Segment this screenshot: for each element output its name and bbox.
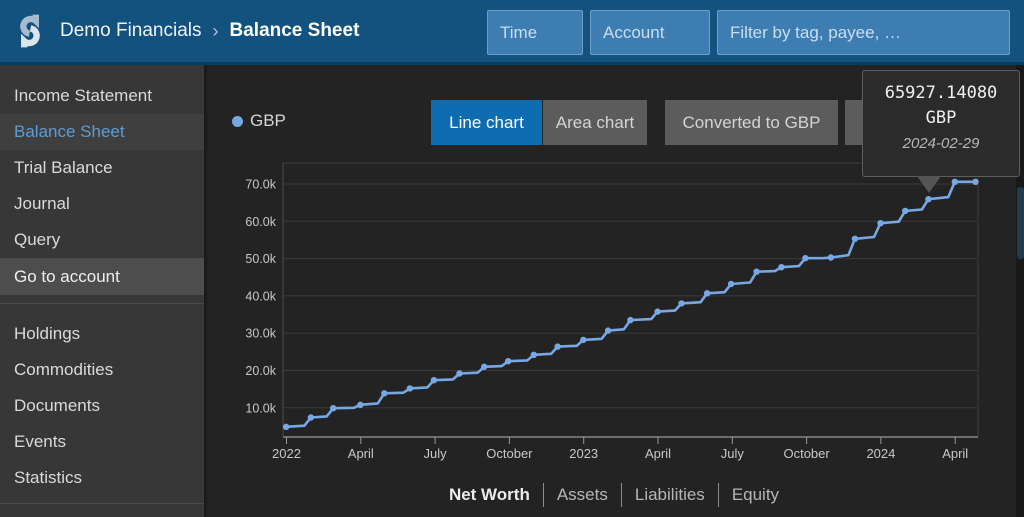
data-point[interactable] [456,370,463,377]
data-point[interactable] [851,235,859,242]
line-chart-button[interactable]: Line chart [431,100,542,145]
data-point[interactable] [703,290,711,297]
data-point[interactable] [481,363,488,370]
sidebar-item-documents[interactable]: Documents [14,396,100,415]
data-point[interactable] [627,316,634,324]
sidebar-item-events[interactable]: Events [14,432,66,451]
data-point[interactable] [827,254,835,261]
data-point[interactable] [282,423,290,430]
tag-payee-filter-input[interactable] [717,10,1010,55]
data-point[interactable] [330,405,337,412]
breadcrumb-separator-icon: › [212,20,219,41]
sidebar-actions-group: Go to account [0,259,204,295]
x-axis-label: July [424,446,448,461]
data-point[interactable] [778,264,785,271]
footer-separator [542,483,544,507]
sidebar-item-trial-balance[interactable]: Trial Balance [14,158,113,177]
window-edge-artifact [1017,187,1024,259]
chart-switcher-links: Net Worth Assets Liabilities Equity [204,480,1024,510]
sidebar: Income Statement Balance Sheet Trial Balan… [0,65,204,517]
chart-legend: GBP [232,111,286,131]
data-point[interactable] [972,178,979,185]
x-axis-label: October [486,446,533,461]
sidebar-item-balance-sheet[interactable]: Balance Sheet [0,114,204,150]
chart-tooltip: 65927.14080 GBP 2024-02-29 [862,70,1020,193]
data-point[interactable] [925,196,932,203]
data-point[interactable] [753,268,760,275]
header-bar: Demo Financials › Balance Sheet [0,0,1024,65]
footer-separator [620,483,622,507]
x-axis-label: July [721,446,745,461]
y-axis-label: 50.0k [245,252,276,266]
data-point[interactable] [604,327,612,334]
data-point[interactable] [727,280,735,288]
fava-logo[interactable] [11,12,49,50]
footer-link-liabilities[interactable]: Liabilities [634,485,705,504]
data-point[interactable] [430,377,438,384]
x-axis-label: 2022 [272,446,301,461]
sidebar-item-query[interactable]: Query [14,230,61,249]
y-axis-label: 20.0k [245,364,276,378]
x-axis-label: April [942,446,968,461]
legend-label: GBP [250,111,286,130]
data-point[interactable] [678,300,685,307]
tooltip-pointer-icon [917,176,941,193]
y-axis-label: 60.0k [245,215,276,229]
tooltip-currency: GBP [925,107,957,128]
sidebar-details-group: Holdings Commodities Documents Events Statis… [0,304,204,496]
data-point[interactable] [877,220,884,227]
data-point[interactable] [381,390,388,397]
data-point[interactable] [654,308,661,315]
footer-link-assets[interactable]: Assets [556,485,608,504]
sidebar-item-income-statement[interactable]: Income Statement [14,86,152,105]
sidebar-divider [0,258,204,259]
area-chart-button[interactable]: Area chart [543,100,647,145]
x-axis-label: April [645,446,671,461]
window-edge-strip [1016,65,1024,517]
sidebar-item-statistics[interactable]: Statistics [14,468,83,487]
data-point[interactable] [357,401,364,408]
data-point[interactable] [951,178,958,185]
footer-separator [717,483,719,507]
page-title: Balance Sheet [229,20,360,41]
y-axis-label: 30.0k [245,327,276,341]
footer-link-equity[interactable]: Equity [731,485,780,504]
account-filter-input[interactable] [590,10,710,55]
y-axis-label: 70.0k [245,178,276,192]
sidebar-reports-group: Income Statement Balance Sheet Trial Balan… [0,65,204,258]
y-axis-label: 40.0k [245,289,276,303]
time-filter-input[interactable] [487,10,583,55]
breadcrumb: Demo Financials › Balance Sheet [60,0,359,62]
sidebar-divider [0,503,204,504]
tooltip-value: 65927.14080 [884,83,998,103]
data-point[interactable] [307,414,315,421]
sidebar-item-holdings[interactable]: Holdings [14,324,81,343]
data-point[interactable] [902,207,909,215]
x-axis-label: October [783,446,830,461]
networth-line-chart[interactable]: 10.0k 20.0k 30.0k 40.0k 50.0k 60.0k 70.0k 2022 A… [210,155,1024,467]
footer-link-net-worth[interactable]: Net Worth [448,485,530,504]
networth-line [286,180,976,429]
sidebar-item-commodities[interactable]: Commodities [14,360,114,379]
x-axis-label: 2023 [569,446,598,461]
tooltip-date: 2024-02-29 [902,135,980,153]
data-point[interactable] [580,336,587,344]
legend-dot-icon [232,115,243,127]
data-point[interactable] [406,385,414,392]
sidebar-divider [0,303,204,304]
ledger-title[interactable]: Demo Financials [60,20,202,41]
conversion-button[interactable]: Converted to GBP [665,100,838,145]
data-point[interactable] [505,358,512,365]
sidebar-item-go-to-account[interactable]: Go to account [0,259,204,295]
y-axis-label: 10.0k [245,401,276,415]
x-axis-label: April [348,446,374,461]
data-point[interactable] [530,351,537,358]
x-axis-label: 2024 [866,446,895,461]
data-point[interactable] [802,255,809,262]
data-point[interactable] [554,343,561,350]
sidebar-item-journal[interactable]: Journal [14,194,70,213]
